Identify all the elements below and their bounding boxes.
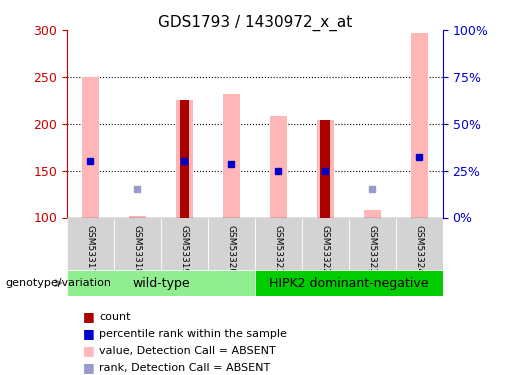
FancyBboxPatch shape: [161, 217, 208, 270]
Bar: [176, 100, 193, 218]
FancyBboxPatch shape: [302, 217, 349, 270]
Text: HIPK2 dominant-negative: HIPK2 dominant-negative: [269, 277, 428, 290]
Text: ■: ■: [82, 344, 94, 357]
Text: ■: ■: [82, 361, 94, 374]
Text: ■: ■: [82, 327, 94, 340]
Text: GSM53317: GSM53317: [86, 225, 95, 274]
FancyBboxPatch shape: [255, 217, 302, 270]
Bar: [320, 120, 330, 218]
Bar: [317, 120, 334, 218]
Text: GDS1793 / 1430972_x_at: GDS1793 / 1430972_x_at: [158, 15, 352, 31]
Text: ■: ■: [82, 310, 94, 323]
Bar: [82, 77, 99, 218]
Text: GSM53323: GSM53323: [368, 225, 377, 274]
Text: value, Detection Call = ABSENT: value, Detection Call = ABSENT: [99, 346, 276, 355]
FancyBboxPatch shape: [255, 270, 443, 296]
FancyBboxPatch shape: [208, 217, 255, 270]
Bar: [129, 216, 146, 217]
Bar: [411, 33, 427, 218]
Text: GSM53320: GSM53320: [227, 225, 236, 274]
Text: GSM53322: GSM53322: [321, 225, 330, 274]
Text: wild-type: wild-type: [132, 277, 190, 290]
Text: count: count: [99, 312, 130, 322]
Bar: [270, 116, 287, 218]
Bar: [180, 100, 190, 218]
Bar: [364, 210, 381, 218]
Text: percentile rank within the sample: percentile rank within the sample: [99, 329, 287, 339]
Text: GSM53324: GSM53324: [415, 225, 424, 274]
Text: genotype/variation: genotype/variation: [5, 278, 111, 288]
FancyBboxPatch shape: [67, 217, 114, 270]
FancyBboxPatch shape: [396, 217, 443, 270]
FancyBboxPatch shape: [349, 217, 396, 270]
FancyBboxPatch shape: [67, 270, 255, 296]
Text: GSM53318: GSM53318: [133, 225, 142, 274]
Bar: [223, 94, 239, 218]
FancyBboxPatch shape: [114, 217, 161, 270]
Text: GSM53321: GSM53321: [274, 225, 283, 274]
Text: GSM53319: GSM53319: [180, 225, 189, 274]
Text: rank, Detection Call = ABSENT: rank, Detection Call = ABSENT: [99, 363, 270, 372]
